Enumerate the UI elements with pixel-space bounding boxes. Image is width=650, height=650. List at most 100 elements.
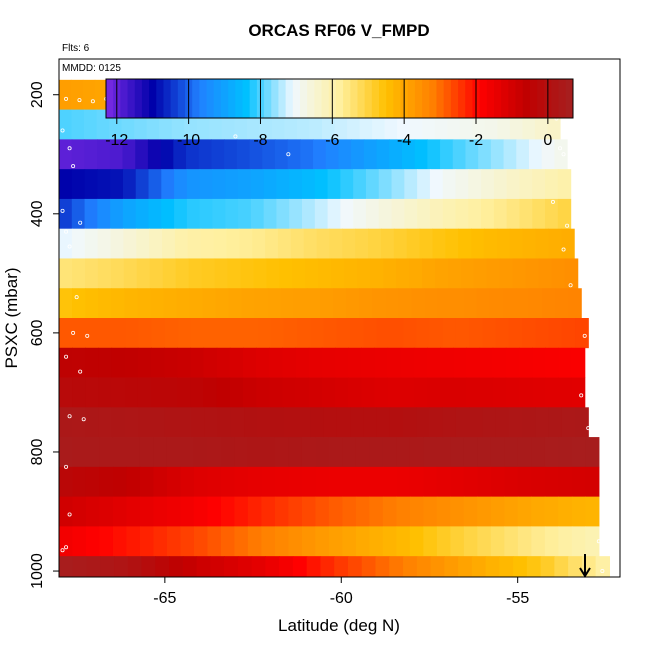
colorbar-swatch — [321, 79, 330, 118]
heat-cell — [295, 347, 310, 378]
track-marker — [565, 223, 570, 228]
heat-cell — [463, 437, 478, 468]
heat-cell — [375, 556, 390, 577]
heat-cell — [320, 556, 335, 577]
heat-cell — [548, 228, 562, 259]
plot-frame — [58, 58, 621, 578]
heat-cell — [199, 169, 214, 200]
track-marker — [64, 229, 69, 234]
heat-cell — [416, 556, 432, 577]
heat-cell — [571, 437, 586, 468]
heat-cell — [430, 556, 445, 577]
heat-cell — [178, 407, 192, 438]
heat-cell — [85, 496, 101, 527]
heat-cell — [495, 318, 510, 349]
heat-cell — [444, 556, 459, 577]
heat-cell — [85, 526, 101, 557]
heat-cell — [254, 288, 269, 319]
heat-cell — [468, 169, 482, 200]
colorbar-swatch — [558, 79, 567, 118]
colorbar-swatch — [486, 79, 495, 118]
heat-cell — [389, 139, 403, 170]
heat-cell — [293, 288, 308, 319]
x-tick-label: -55 — [506, 590, 529, 607]
heat-cell — [353, 169, 367, 200]
track-marker — [561, 152, 566, 157]
heat-cell — [191, 318, 206, 349]
heat-cell — [85, 466, 101, 498]
heat-cell — [164, 407, 179, 438]
heat-cell — [173, 139, 187, 170]
colorbar-swatch — [156, 79, 164, 118]
x-tick-label: -65 — [153, 590, 176, 607]
y-tick-label: 1000 — [29, 553, 46, 589]
heat-cell — [247, 466, 263, 498]
heat-cell — [72, 288, 86, 319]
colorbar-swatch — [350, 79, 358, 118]
heat-cell — [292, 556, 308, 577]
track-marker — [71, 164, 76, 169]
heat-cell — [212, 169, 226, 200]
heat-cell — [437, 288, 452, 319]
heat-cell — [164, 377, 178, 408]
heat-cell — [544, 496, 559, 527]
heat-cell — [300, 139, 314, 170]
heat-cell — [509, 228, 524, 259]
track-marker — [600, 569, 605, 574]
heat-cell — [493, 198, 508, 230]
colorbar-swatch — [537, 79, 545, 118]
track-marker — [579, 393, 584, 398]
heat-cell — [334, 556, 349, 577]
heat-cell — [190, 347, 205, 378]
heat-cell — [423, 496, 438, 527]
track-marker — [64, 545, 69, 550]
heat-cell — [545, 347, 560, 378]
heat-cell — [211, 139, 225, 170]
heat-cell — [247, 437, 263, 468]
heat-cell — [199, 198, 214, 230]
track-marker — [78, 369, 83, 374]
heat-cell — [261, 496, 276, 527]
heat-cell — [473, 258, 488, 289]
colorbar-tick-label: 0 — [543, 132, 552, 149]
heat-cell — [282, 347, 297, 378]
heat-cell — [471, 556, 487, 577]
heat-cell — [175, 258, 190, 289]
heat-cell — [191, 407, 206, 438]
heat-cell — [59, 556, 74, 577]
heat-cell — [519, 198, 533, 230]
heat-cell — [482, 407, 497, 438]
y-axis-label: PSXC (mbar) — [2, 267, 21, 368]
heat-cell — [548, 407, 563, 438]
heat-cell — [98, 407, 113, 438]
heat-cell — [387, 377, 402, 408]
heat-cell — [389, 407, 404, 438]
heat-cell — [302, 169, 316, 200]
heat-cell — [139, 437, 155, 468]
track-marker — [67, 512, 72, 517]
heat-cell — [207, 437, 222, 468]
heat-cell — [169, 556, 184, 577]
heat-cell — [110, 198, 124, 230]
heat-cell — [455, 407, 470, 438]
track-marker — [561, 247, 566, 252]
heat-cell — [538, 258, 553, 289]
heat-cell — [270, 407, 285, 438]
heat-cell — [361, 556, 377, 577]
colorbar-swatch — [479, 79, 488, 118]
colorbar-swatch — [458, 79, 466, 118]
heat-cell — [335, 377, 349, 408]
heat-cell — [59, 318, 73, 349]
colorbar-swatch — [170, 79, 179, 118]
track-marker — [64, 354, 69, 359]
heat-cell — [189, 288, 204, 319]
heat-cell — [99, 526, 114, 557]
track-marker — [550, 199, 555, 204]
heat-cell — [411, 288, 426, 319]
heat-cell — [289, 198, 303, 230]
heat-cell — [315, 466, 330, 498]
heat-cell — [207, 496, 222, 527]
track-marker — [78, 220, 83, 225]
heat-cell — [164, 347, 178, 378]
heat-cell — [404, 198, 418, 230]
